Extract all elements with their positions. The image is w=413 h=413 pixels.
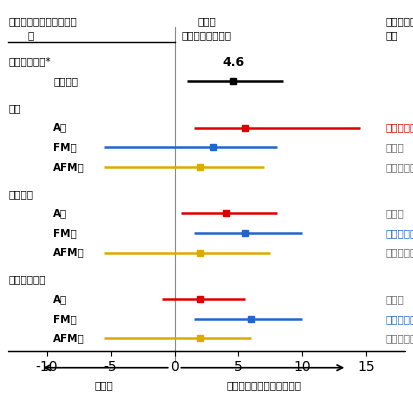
Text: AFM群: AFM群 (53, 247, 85, 258)
Text: 介入群（地域）で効果あり: 介入群（地域）で効果あり (227, 380, 301, 390)
Text: FM群: FM群 (53, 228, 77, 238)
Text: 普及ターゲット: 普及ターゲット (386, 228, 413, 238)
Text: 非該当: 非該当 (386, 208, 404, 218)
Text: 主要評価項目*: 主要評価項目* (8, 57, 51, 66)
Text: A群: A群 (53, 208, 67, 218)
Text: 介入全群: 介入全群 (53, 76, 78, 86)
Text: A群: A群 (53, 294, 67, 304)
Text: 群: 群 (27, 31, 34, 40)
Text: AFM群: AFM群 (53, 162, 85, 172)
Text: 普及（まとめて）: 普及（まとめて） (386, 162, 413, 172)
Text: 普及（まとめて）: 普及（まとめて） (386, 333, 413, 343)
Text: 普及（まとめて）: 普及（まとめて） (386, 247, 413, 258)
Text: 評価項目（アウトカム）: 評価項目（アウトカム） (8, 16, 77, 26)
Text: 4.6: 4.6 (222, 56, 244, 69)
Text: 柔軟運動: 柔軟運動 (8, 189, 33, 199)
Text: 介入・アウトカムの: 介入・アウトカムの (386, 16, 413, 26)
Text: FM群: FM群 (53, 142, 77, 152)
Text: 筋力増強運動: 筋力増強運動 (8, 275, 46, 285)
Text: 歩行: 歩行 (8, 103, 21, 113)
Text: 照合: 照合 (386, 31, 398, 40)
Text: 効果量: 効果量 (197, 16, 216, 26)
Text: （調整変化量差）: （調整変化量差） (181, 31, 232, 40)
Text: 非該当: 非該当 (386, 294, 404, 304)
Text: AFM群: AFM群 (53, 333, 85, 343)
Text: A群: A群 (53, 123, 67, 133)
Text: 普及ターゲット: 普及ターゲット (386, 123, 413, 133)
Text: 非該当: 非該当 (386, 142, 404, 152)
Text: 逆効果: 逆効果 (95, 380, 114, 390)
Text: 普及ターゲット: 普及ターゲット (386, 314, 413, 324)
Text: FM群: FM群 (53, 314, 77, 324)
